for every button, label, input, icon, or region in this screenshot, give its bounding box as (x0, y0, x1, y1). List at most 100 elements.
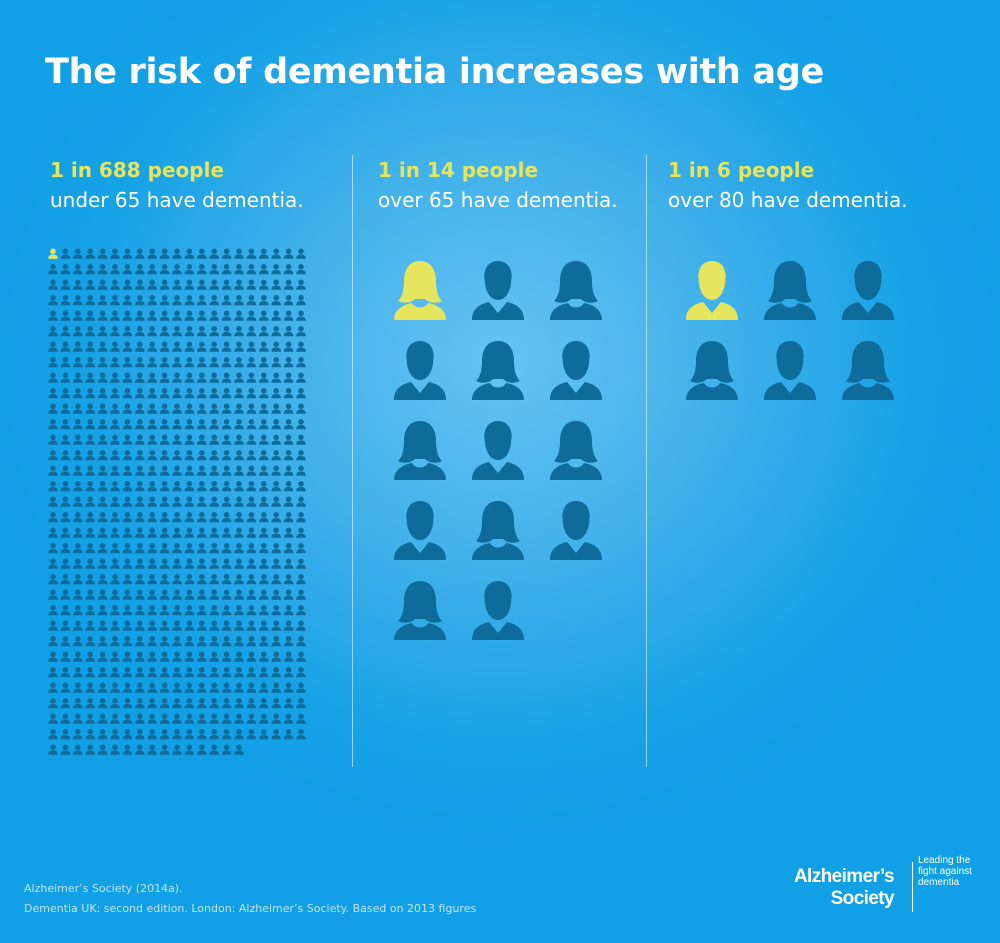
person-icon (85, 481, 95, 492)
person-icon (97, 248, 108, 259)
person-icon (296, 527, 306, 538)
person-icon (197, 713, 207, 724)
person-icon (172, 295, 182, 306)
person-icon (122, 465, 133, 476)
person-icon (73, 295, 83, 306)
person-icon (197, 729, 207, 740)
person-icon (159, 465, 170, 476)
person-icon (48, 744, 58, 755)
person-icon (135, 651, 145, 662)
person-icon (48, 434, 58, 445)
person-icon (48, 450, 58, 461)
person-icon (135, 419, 145, 430)
person-icon (60, 357, 71, 368)
person-icon (296, 295, 306, 306)
person-icon (234, 698, 244, 709)
person-icon (110, 450, 120, 461)
person-icon (159, 713, 170, 724)
person-icon (159, 248, 170, 259)
person-icon (197, 512, 207, 523)
person-icon (209, 651, 219, 662)
person-icon (159, 295, 170, 306)
person-icon (97, 682, 108, 693)
person-icon (234, 636, 244, 647)
person-icon (221, 465, 232, 476)
person-icon (259, 357, 269, 368)
person-icon (97, 558, 108, 569)
person-icon (135, 667, 145, 678)
person-icon (48, 667, 58, 678)
person-icon (172, 465, 182, 476)
person-icon (259, 481, 269, 492)
person-icon (197, 589, 207, 600)
person-icon (296, 636, 306, 647)
person-icon (246, 605, 257, 616)
person-icon (184, 729, 195, 740)
man-icon (472, 581, 524, 640)
person-icon (209, 403, 219, 414)
person-icon (172, 279, 182, 290)
person-icon (209, 481, 219, 492)
person-icon (73, 450, 83, 461)
person-icon (296, 667, 306, 678)
person-icon (97, 729, 108, 740)
person-icon (197, 372, 207, 383)
person-icon (85, 434, 95, 445)
person-icon (283, 729, 294, 740)
person-icon (246, 403, 257, 414)
person-icon (197, 279, 207, 290)
person-icon (221, 295, 232, 306)
person-icon (122, 729, 133, 740)
person-icon (135, 698, 145, 709)
person-icon (184, 744, 195, 755)
person-icon (110, 605, 120, 616)
person-icon (221, 279, 232, 290)
person-icon (122, 388, 133, 399)
person-icon (110, 372, 120, 383)
person-icon (184, 465, 195, 476)
person-icon (259, 620, 269, 631)
person-icon (147, 651, 157, 662)
person-icon (234, 682, 244, 693)
person-icon (234, 512, 244, 523)
person-icon (172, 372, 182, 383)
person-icon (246, 620, 257, 631)
person-icon (135, 279, 145, 290)
person-icon (135, 434, 145, 445)
person-icon (60, 543, 71, 554)
person-icon (172, 729, 182, 740)
person-icon (73, 589, 83, 600)
person-icon (73, 403, 83, 414)
person-icon (159, 512, 170, 523)
person-icon (234, 558, 244, 569)
person-icon (197, 543, 207, 554)
person-icon (296, 698, 306, 709)
person-icon (184, 620, 195, 631)
person-icon (172, 403, 182, 414)
person-icon (246, 326, 257, 337)
person-icon (73, 310, 83, 321)
person-icon (172, 682, 182, 693)
person-icon (234, 403, 244, 414)
person-icon (85, 512, 95, 523)
person-icon (246, 419, 257, 430)
person-icon (184, 574, 195, 585)
person-icon (197, 744, 207, 755)
person-icon (184, 434, 195, 445)
person-icon (271, 465, 281, 476)
person-icon (135, 372, 145, 383)
person-icon (172, 450, 182, 461)
person-icon (271, 388, 281, 399)
person-icon (221, 388, 232, 399)
person-icon (234, 713, 244, 724)
person-icon (73, 248, 83, 259)
person-icon (48, 574, 58, 585)
person-icon (135, 357, 145, 368)
person-icon (283, 527, 294, 538)
person-icon (246, 713, 257, 724)
person-icon (122, 264, 133, 275)
person-icon (296, 729, 306, 740)
person-icon (73, 558, 83, 569)
person-icon (85, 326, 95, 337)
person-icon (234, 527, 244, 538)
